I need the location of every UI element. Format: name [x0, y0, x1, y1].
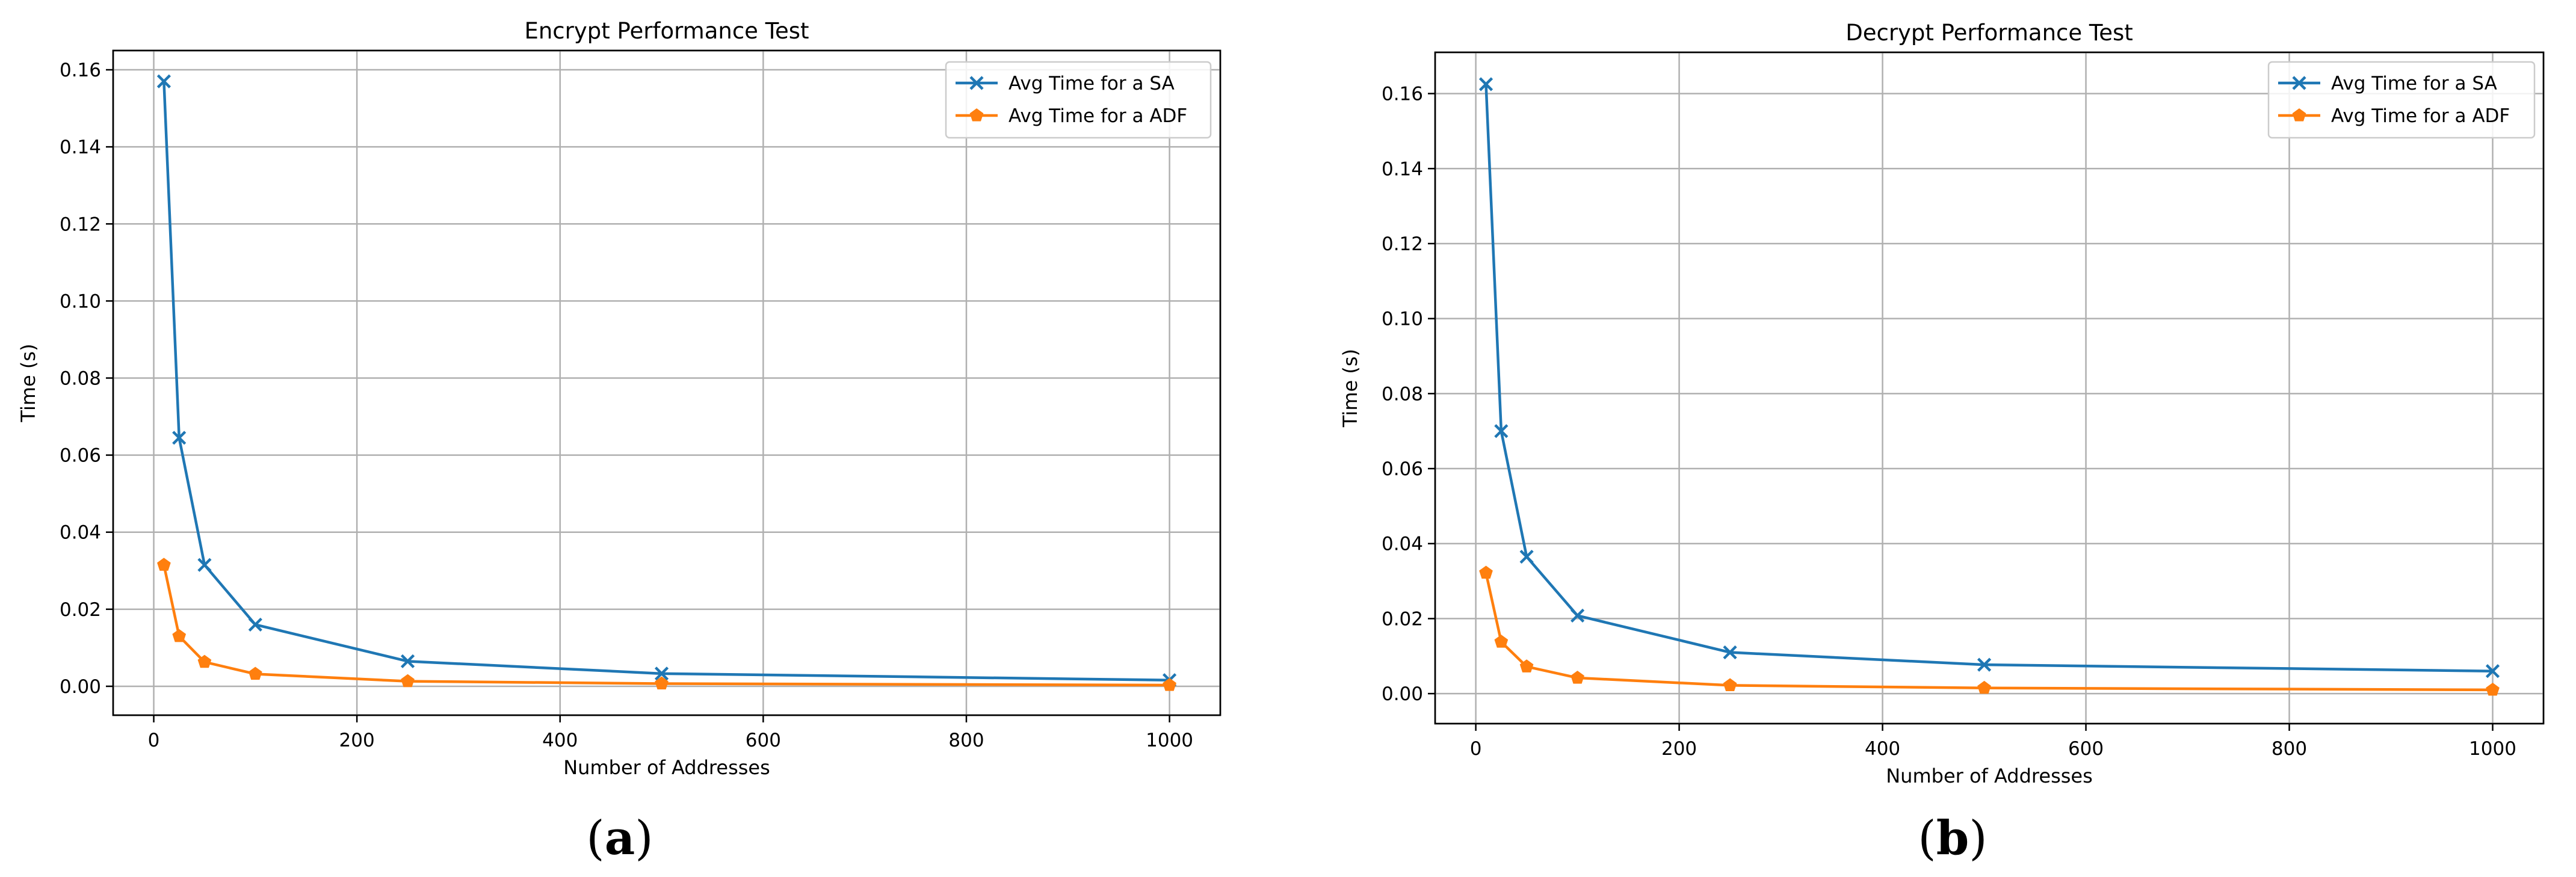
- x-tick-label: 400: [1865, 738, 1900, 760]
- data-point-adf: [1723, 678, 1737, 692]
- data-point-sa: [1570, 608, 1585, 623]
- plot-area: [112, 49, 1222, 716]
- grid-lines: [1435, 52, 2544, 724]
- plot-area: [1434, 51, 2545, 725]
- chart-title: Decrypt Performance Test: [1846, 20, 2133, 46]
- series-lines: [156, 74, 1177, 691]
- data-point-adf: [401, 674, 415, 688]
- legend-marker-sa: [2292, 76, 2306, 90]
- data-point-adf: [655, 676, 669, 690]
- y-tick-label: 0.12: [60, 214, 101, 235]
- x-tick-label: 1000: [1146, 730, 1193, 751]
- legend: Avg Time for a SA Avg Time for a ADF: [2267, 61, 2536, 139]
- data-point-adf: [1519, 659, 1534, 672]
- data-point-adf: [197, 654, 212, 668]
- caption-letter: a: [605, 811, 635, 866]
- legend-box: [945, 61, 1212, 139]
- legend-marker-adf: [2292, 108, 2306, 122]
- legend: Avg Time for a SA Avg Time for a ADF: [945, 61, 1212, 139]
- x-tick-label: 800: [2272, 738, 2307, 760]
- chart-decrypt: 0 200 400 600 800 1000 0.00 0.02 0.04 0.06 0.08 0.1…: [1339, 20, 2545, 866]
- legend-box: [2267, 61, 2536, 139]
- x-tick-label: 600: [2068, 738, 2104, 760]
- y-tick-label: 0.08: [60, 368, 101, 389]
- data-point-adf: [1977, 680, 1991, 694]
- x-tick-label: 200: [1661, 738, 1697, 760]
- x-tick-label: 1000: [2469, 738, 2516, 760]
- plot-area: [1434, 51, 2545, 725]
- y-tick-label: 0.08: [1382, 383, 1423, 405]
- legend-marker-point: [969, 108, 984, 122]
- data-point-sa: [156, 74, 171, 88]
- data-point-adf: [1163, 678, 1176, 691]
- chart-encrypt: 0 200 400 600 800 1000 0.00 0.02 0.04 0.06 0.08 0.1…: [17, 18, 1222, 866]
- axis-ticks: 0 200 400 600 800 1000 0.00 0.02 0.04 0.06 0.08 0.1…: [60, 60, 1193, 751]
- x-tick-label: 800: [948, 730, 984, 751]
- y-tick-label: 0.06: [1382, 458, 1423, 480]
- y-tick-label: 0.10: [60, 291, 101, 312]
- y-axis-label: Time (s): [1339, 349, 1362, 428]
- x-tick-label: 0: [1470, 738, 1482, 760]
- y-tick-label: 0.14: [60, 137, 101, 158]
- legend-label-adf: Avg Time for a ADF: [1008, 105, 1187, 127]
- caption-letter: b: [1936, 811, 1969, 866]
- data-point-sa: [1723, 645, 1737, 660]
- series-lines: [1478, 77, 2500, 696]
- data-point-sa: [654, 666, 669, 681]
- legend-marker-point: [2292, 108, 2306, 122]
- data-point-sa: [400, 654, 415, 668]
- data-point-adf: [2486, 682, 2500, 696]
- data-point-sa: [1478, 77, 1493, 91]
- plot-area: [112, 49, 1222, 716]
- data-point-adf: [1571, 671, 1584, 684]
- legend-label-sa: Avg Time for a SA: [1008, 73, 1175, 94]
- y-tick-label: 0.10: [1382, 309, 1423, 330]
- legend-marker-point: [2292, 76, 2306, 90]
- data-point-adf: [1479, 565, 1493, 579]
- y-tick-label: 0.04: [1382, 534, 1423, 555]
- x-tick-label: 600: [746, 730, 781, 751]
- legend-label-sa: Avg Time for a SA: [2331, 73, 2497, 94]
- legend-marker-point: [969, 76, 984, 90]
- y-tick-label: 0.16: [60, 60, 101, 81]
- caption-b: (b): [1918, 811, 1987, 866]
- y-tick-label: 0.00: [60, 676, 101, 698]
- y-tick-label: 0.02: [60, 599, 101, 621]
- data-point-adf: [172, 629, 187, 642]
- data-point-adf: [248, 666, 262, 680]
- y-tick-label: 0.04: [60, 522, 101, 544]
- x-axis-label: Number of Addresses: [1886, 765, 2093, 787]
- x-tick-label: 200: [339, 730, 375, 751]
- y-tick-label: 0.16: [1382, 84, 1423, 105]
- y-tick-label: 0.06: [60, 445, 101, 467]
- data-point-sa: [172, 431, 187, 445]
- y-tick-label: 0.14: [1382, 158, 1423, 180]
- y-tick-label: 0.02: [1382, 608, 1423, 630]
- legend-label-adf: Avg Time for a ADF: [2331, 105, 2510, 127]
- x-tick-label: 400: [542, 730, 578, 751]
- data-point-sa: [1494, 424, 1509, 438]
- y-tick-label: 0.00: [1382, 683, 1423, 705]
- data-point-sa: [248, 617, 262, 632]
- data-point-adf: [1494, 635, 1509, 648]
- data-point-sa: [1519, 549, 1534, 564]
- grid-lines: [113, 51, 1220, 715]
- data-point-adf: [157, 558, 171, 571]
- axis-ticks: 0 200 400 600 800 1000 0.00 0.02 0.04 0.06 0.08 0.1…: [1382, 84, 2516, 760]
- data-point-sa: [197, 558, 212, 572]
- x-tick-label: 0: [148, 730, 160, 751]
- chart-title: Encrypt Performance Test: [524, 18, 809, 44]
- data-point-sa: [1977, 657, 1992, 672]
- y-axis-label: Time (s): [17, 343, 40, 422]
- legend-marker-adf: [969, 108, 984, 122]
- x-axis-label: Number of Addresses: [563, 756, 770, 779]
- data-point-sa: [2485, 664, 2500, 679]
- legend-marker-sa: [969, 76, 984, 90]
- y-tick-label: 0.12: [1382, 233, 1423, 255]
- caption-a: (a): [586, 811, 653, 866]
